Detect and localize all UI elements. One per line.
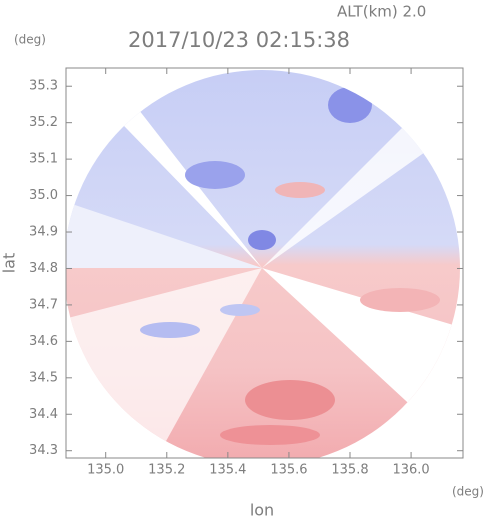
y-unit: (deg) [14,33,46,47]
y-tick-label: 34.9 [29,225,58,240]
y-tick-label: 34.5 [29,370,58,385]
y-tick-label: 34.3 [29,443,58,458]
y-tick-label: 34.8 [29,261,58,276]
y-tick-label: 35.3 [29,79,58,94]
y-tick-label: 35.2 [29,115,58,130]
x-tick-label: 135.4 [209,463,246,478]
x-tick-label: 135.2 [148,463,185,478]
chart-title: 2017/10/23 02:15:38 [128,28,350,52]
plot-frame [65,67,464,459]
x-tick-label: 135.0 [87,463,124,478]
y-tick-label: 35.1 [29,152,58,167]
x-unit: (deg) [452,485,484,499]
x-axis-label: lon [250,501,274,520]
x-tick-label: 135.8 [331,463,368,478]
y-tick-label: 34.4 [29,407,58,422]
y-tick-label: 35.0 [29,188,58,203]
radar-image [66,70,460,458]
x-tick-label: 136.0 [392,463,429,478]
y-axis-label: lat [0,253,19,274]
y-tick-label: 34.7 [29,297,58,312]
x-tick-label: 135.6 [270,463,307,478]
subtitle: ALT(km) 2.0 [337,3,426,21]
y-tick-label: 34.6 [29,334,58,349]
